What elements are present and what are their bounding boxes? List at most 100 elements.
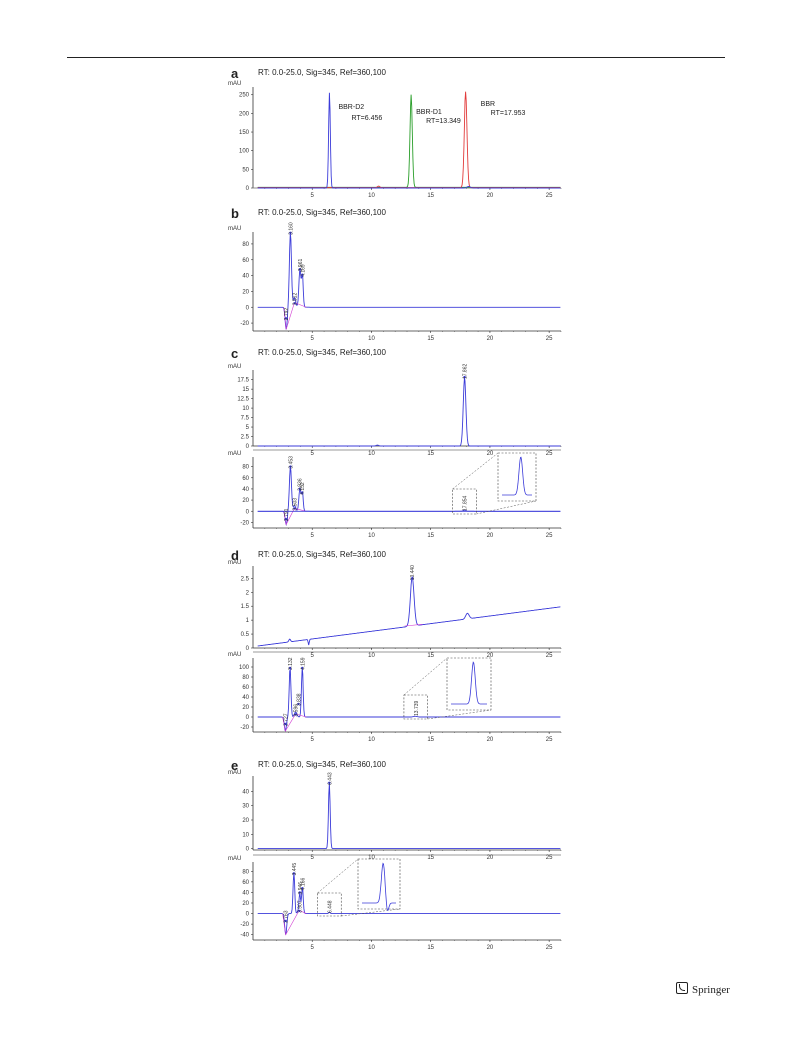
y-tick-label: 80 (242, 465, 249, 471)
y-tick-label: 80 (242, 242, 249, 248)
x-tick-label: 10 (368, 533, 375, 539)
y-tick-label: 7.5 (241, 416, 250, 422)
x-tick-label: 5 (311, 533, 315, 539)
x-tick-label: 25 (546, 193, 553, 199)
peak-marker (288, 666, 292, 670)
springer-horse-icon (676, 982, 688, 994)
y-tick-label: 60 (242, 258, 249, 264)
peak-marker (284, 722, 287, 726)
x-tick-label: 10 (368, 653, 375, 659)
y-tick-label: 15 (242, 387, 249, 393)
panel-b: b RT: 0.0-25.0, Sig=345, Ref=360,100 mAU… (228, 206, 568, 346)
minor-peak-trace (257, 509, 561, 512)
inset-zoom-trace (502, 456, 532, 496)
peak-marker (293, 507, 296, 510)
y-tick-label: 1 (246, 618, 250, 624)
peak-label: 6.443 (327, 772, 333, 785)
peak-annotation-rt: RT=13.349 (426, 118, 461, 125)
inset-source-box (317, 892, 342, 917)
x-tick-label: 5 (311, 737, 315, 743)
inset-peak-label: 13.739 (414, 700, 420, 716)
peak-marker (284, 517, 288, 521)
signal-label: RT: 0.0-25.0, Sig=345, Ref=360,100 (258, 68, 386, 77)
y-tick-label: 0 (246, 715, 250, 721)
peak-annotation-name: BBR-D2 (338, 104, 364, 111)
x-tick-label: 20 (487, 336, 494, 342)
peak-marker (293, 302, 296, 305)
drifting-baseline-trace (257, 575, 561, 647)
inset-zoom-box (497, 452, 537, 502)
peak-marker (294, 713, 297, 716)
peak-marker (463, 375, 466, 379)
inset-zoom-trace (362, 862, 396, 911)
peak-marker (298, 268, 302, 271)
x-tick-label: 25 (546, 737, 553, 743)
y-tick-label: -40 (240, 933, 249, 939)
peak-annotation-name: BBR (481, 101, 495, 108)
peak-marker (284, 919, 287, 923)
peak-label: 3.907 (297, 900, 303, 913)
top-rule (67, 57, 725, 58)
y-tick-label: 40 (242, 274, 249, 280)
panel-d: d RT: 0.0-25.0, Sig=345, Ref=360,100 mAU… (228, 548, 568, 748)
peak-annotation-name: BBR-D1 (416, 109, 442, 116)
peak-label: 2.727 (283, 713, 289, 726)
y-tick-label: 100 (239, 149, 250, 155)
chromatogram-b: mAU 80 60 40 20 0 -20 5 10 15 20 25 2.792 3.160 3.512 3… (228, 222, 562, 342)
x-tick-label: 25 (546, 855, 553, 861)
y-tick-label: 0 (246, 912, 250, 918)
y-tick-label: 0 (246, 444, 250, 450)
y-tick-label: 2 (246, 590, 250, 596)
y-tick-label: 40 (242, 789, 249, 795)
integration-baseline (282, 910, 307, 936)
inset-connector (341, 908, 401, 917)
peak-marker (298, 891, 301, 894)
peak-label: 3.838 (296, 693, 302, 706)
x-tick-label: 25 (546, 533, 553, 539)
peak-label: 3.445 (292, 863, 298, 876)
peak-label: 3.512 (293, 293, 299, 306)
panel-letter: a (231, 66, 239, 81)
y-tick-label: 60 (242, 880, 249, 886)
y-unit-label: mAU (228, 81, 241, 87)
x-tick-label: 5 (311, 945, 315, 951)
x-tick-label: 15 (427, 451, 434, 457)
inset-zoom-box (446, 657, 492, 711)
series-bbr-d2 (257, 92, 561, 189)
x-tick-label: 5 (311, 336, 315, 342)
inset-connector (317, 858, 359, 894)
peak-label: 17.862 (463, 364, 469, 380)
peak-label: 2.763 (284, 910, 290, 923)
integration-baseline (282, 713, 307, 732)
y-unit-label: mAU (228, 560, 241, 566)
peak-label: 3.160 (288, 222, 294, 235)
x-tick-label: 10 (368, 193, 375, 199)
early-cluster-trace (257, 232, 561, 330)
peak-marker (284, 317, 288, 320)
inset-connector (476, 500, 537, 515)
y-tick-label: 10 (242, 832, 249, 838)
x-tick-label: 10 (368, 737, 375, 743)
y-tick-label: 1.5 (241, 604, 250, 610)
x-tick-label: 20 (487, 737, 494, 743)
peak-marker (289, 465, 292, 468)
early-cluster-trace (257, 872, 561, 935)
y-tick-label: 20 (242, 289, 249, 295)
y-tick-label: 0 (246, 509, 250, 515)
peak-marker (289, 231, 292, 235)
panel-letter: b (231, 206, 239, 221)
x-tick-label: 15 (427, 193, 434, 199)
y-tick-label: 200 (239, 111, 250, 117)
x-tick-label: 5 (311, 855, 315, 861)
integration-baseline (404, 624, 423, 627)
y-tick-label: 17.5 (237, 378, 249, 384)
y-tick-label: 150 (239, 130, 250, 136)
inset-peak-label: 6.448 (327, 900, 333, 913)
x-tick-label: 20 (487, 945, 494, 951)
peak-label: 13.440 (410, 565, 416, 581)
peak-marker (411, 577, 414, 580)
inset-peak-label: 17.854 (462, 495, 468, 511)
publisher-logo: Springer (676, 982, 730, 996)
y-tick-label: 10 (242, 406, 249, 412)
